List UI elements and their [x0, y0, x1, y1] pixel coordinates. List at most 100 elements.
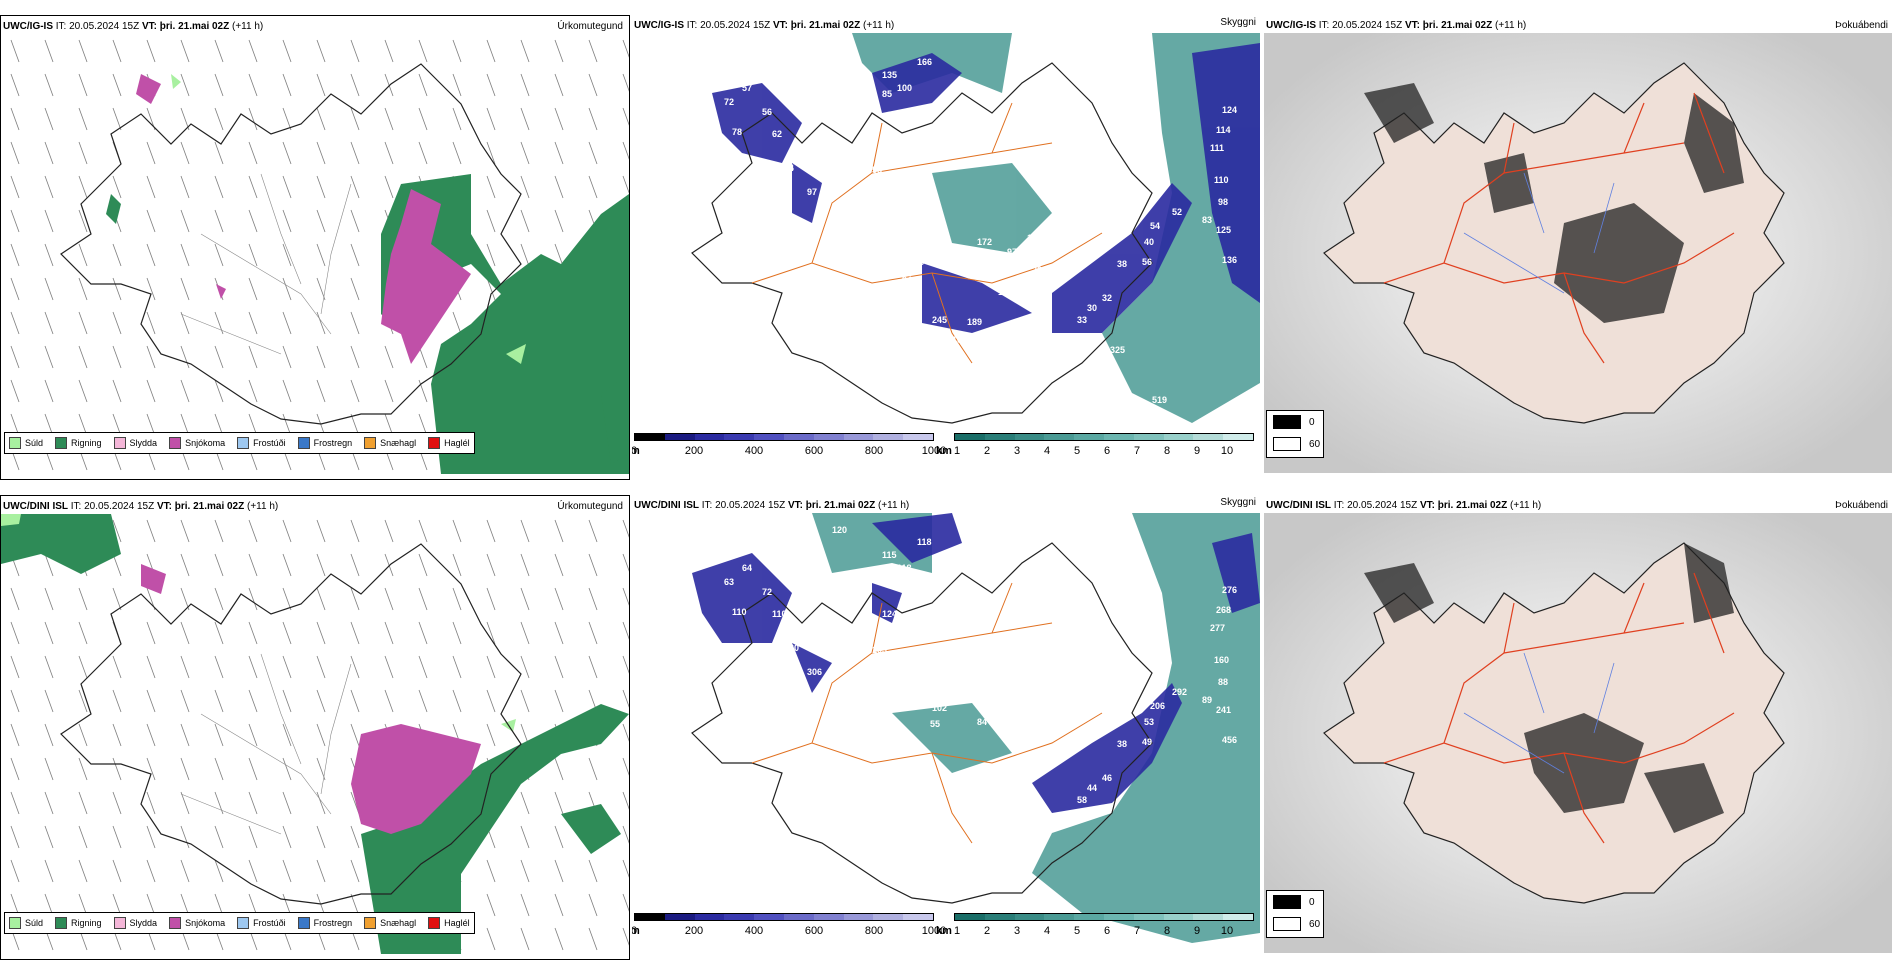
cloud-base-value: 56	[1142, 257, 1152, 267]
fog-legend-swatch	[1273, 895, 1301, 909]
colorbar-segment	[783, 914, 814, 920]
colorbar-tick: 2	[983, 445, 991, 457]
colorbar-segment	[1223, 434, 1253, 440]
colorbar-segment	[1074, 914, 1104, 920]
cloud-base-value: 189	[967, 317, 982, 327]
colorbar-segment	[903, 434, 933, 440]
cloud-base-value: 110	[732, 607, 747, 617]
cloud-base-value: 107	[977, 357, 992, 367]
colorbar-tick: 1000	[921, 925, 947, 937]
panel-title: Þokuábendi	[1835, 500, 1888, 511]
road-network	[751, 582, 1103, 844]
legend-item: Haglél	[428, 917, 470, 929]
cloud-base-value: 118	[1012, 350, 1027, 360]
colorbar-segment	[843, 434, 874, 440]
panel-header: UWC/IG-IS IT: 20.05.2024 15Z VT: þri. 21…	[1266, 20, 1527, 31]
legend-swatch	[55, 437, 68, 449]
cloud-base-value: 292	[1172, 687, 1187, 697]
colorbar-segment	[635, 434, 665, 440]
cloud-base-value: 172	[977, 237, 992, 247]
cloud-base-fields	[692, 513, 1260, 813]
cloud-base-value: 168	[1027, 233, 1042, 243]
cloud-base-value: 44	[1087, 783, 1097, 793]
fog-legend-swatch	[1273, 437, 1301, 451]
cloud-base-value: 72	[762, 587, 772, 597]
cloud-base-value: 62	[772, 129, 782, 139]
visibility-colorbar: km 1 2 3 4 5 6 7 8 9 10	[936, 913, 1254, 941]
legend-item: Haglél	[428, 437, 470, 449]
drizzle-areas	[171, 74, 526, 364]
colorbar-segment	[1103, 434, 1134, 440]
colorbar-tick: 8	[1163, 445, 1171, 457]
colorbar-tick: 600	[804, 925, 824, 937]
cloud-base-value: 118	[897, 563, 912, 573]
colorbar-tick: 9	[1193, 445, 1201, 457]
precip-type-panel-bottom: UWC/DINI ISL IT: 20.05.2024 15Z VT: þri.…	[0, 495, 630, 960]
colorbar-segment	[1044, 434, 1075, 440]
colorbar-tick: 10	[1220, 445, 1234, 457]
cloud-base-value: 103	[872, 645, 887, 655]
legend-item: Súld	[9, 917, 43, 929]
cloud-base-value: 173	[1022, 331, 1037, 341]
legend-swatch	[55, 917, 68, 929]
visibility-panel-top: UWC/IG-IS IT: 20.05.2024 15Z VT: þri. 21…	[632, 15, 1262, 480]
road-network	[1383, 92, 1735, 364]
cloud-base-value: 88	[1218, 677, 1228, 687]
cloud-base-value: 268	[1216, 605, 1231, 615]
cloud-base-value: 63	[724, 577, 734, 587]
river-network	[1463, 652, 1615, 774]
legend-label: Snjókoma	[185, 438, 226, 448]
fog-legend: 0 60	[1266, 890, 1324, 938]
colorbar-segment	[955, 914, 985, 920]
cloud-base-value: 102	[932, 703, 947, 713]
iceland-land	[1323, 62, 1785, 424]
road-network	[1383, 572, 1735, 844]
cloud-base-value: 150	[930, 239, 945, 249]
colorbar-tick: 9	[1193, 925, 1201, 937]
panel-header: UWC/DINI ISL IT: 20.05.2024 15Z VT: þri.…	[634, 500, 910, 511]
colorbar-tick: 200	[684, 925, 704, 937]
legend-swatch	[9, 917, 21, 929]
colorbar-segment	[1074, 434, 1104, 440]
colorbar-segment	[694, 434, 725, 440]
cloud-base-value: 58	[1077, 795, 1087, 805]
cloud-base-value: 206	[1150, 701, 1165, 711]
panel-title: Skyggni	[1220, 497, 1256, 508]
cloud-base-value: 456	[1222, 735, 1237, 745]
cloud-base-value: 83	[1202, 215, 1212, 225]
iceland-coastline	[691, 542, 1153, 904]
legend-label: Súld	[25, 918, 44, 928]
cloud-base-value: 30	[1087, 303, 1097, 313]
cloud-base-value: 38	[1117, 259, 1127, 269]
legend-swatch	[237, 437, 250, 449]
colorbar-segment	[635, 914, 665, 920]
cloud-base-value: 33	[1077, 315, 1087, 325]
fog-legend-swatch	[1273, 917, 1301, 931]
colorbar-tick: 0	[632, 445, 638, 457]
iceland-coastline	[60, 543, 522, 905]
colorbar-segment	[1014, 914, 1045, 920]
precip-legend: Súld Rigning Slydda Snjókoma Frostúði Frostre…	[4, 432, 475, 454]
colorbar-segment	[754, 914, 784, 920]
colorbar-segment	[1193, 434, 1224, 440]
visibility-colorbar: km 1 2 3 4 5 6 7 8 9 10	[936, 433, 1254, 461]
legend-label: Haglél	[444, 438, 470, 448]
legend-label: Frostregn	[313, 918, 353, 928]
panel-title: Úrkomutegund	[557, 501, 623, 512]
fog-legend: 0 60	[1266, 410, 1324, 458]
cloud-base-value: 94	[902, 275, 912, 285]
precip-type-map	[1, 514, 629, 954]
iceland-coastline	[691, 62, 1153, 424]
snow-areas	[141, 564, 481, 834]
legend-item: Frostúði	[237, 917, 286, 929]
cloud-base-value: 245	[932, 315, 947, 325]
colorbar-segment	[1133, 914, 1164, 920]
panel-title: Þokuábendi	[1835, 20, 1888, 31]
colorbar-segment	[783, 434, 814, 440]
cloud-base-value: 87	[970, 270, 980, 280]
cloud-base-value: 166	[917, 57, 932, 67]
fog-index-panel-top: UWC/IG-IS IT: 20.05.2024 15Z VT: þri. 21…	[1264, 15, 1894, 480]
